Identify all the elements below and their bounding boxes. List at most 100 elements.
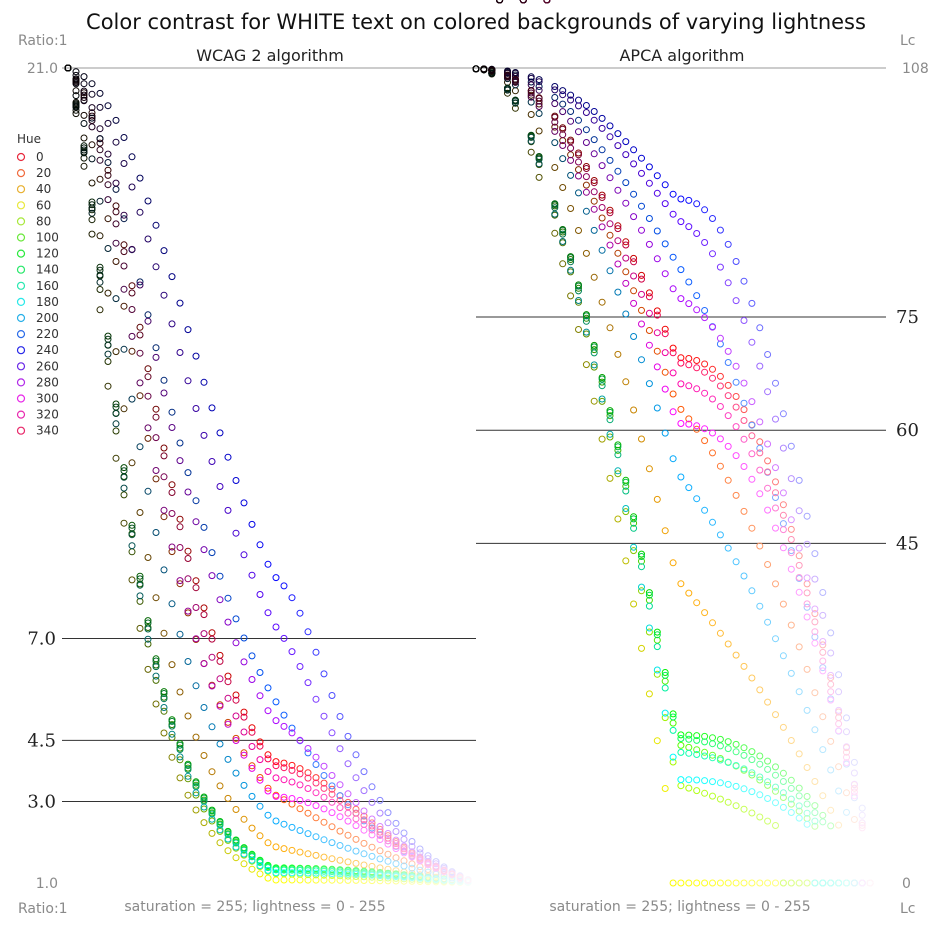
apca-point xyxy=(787,879,795,887)
apca-point xyxy=(638,587,645,595)
wcag-point xyxy=(344,870,352,878)
apca-point xyxy=(795,750,803,758)
wcag-point xyxy=(400,873,408,881)
wcag-point xyxy=(176,746,184,753)
apca-point xyxy=(709,449,716,457)
apca-point xyxy=(630,190,638,198)
apca-point xyxy=(740,805,748,813)
apca-point xyxy=(645,589,653,597)
wcag-point xyxy=(80,149,88,157)
wcag-point xyxy=(360,850,368,858)
apca-point xyxy=(764,618,772,626)
apca-point xyxy=(779,600,787,608)
apca-point xyxy=(575,326,582,333)
apca-point xyxy=(598,194,606,201)
wcag-point xyxy=(208,653,216,661)
wcag-point xyxy=(88,109,96,117)
wcag-point xyxy=(112,208,120,216)
wcag-point xyxy=(192,733,200,741)
wcag-point xyxy=(408,864,416,872)
apca-point xyxy=(614,249,622,257)
wcag-point xyxy=(288,846,296,854)
wcag-point xyxy=(184,772,192,780)
wcag-point xyxy=(248,743,256,750)
wcag-point xyxy=(88,123,96,131)
apca-point xyxy=(504,86,511,94)
apca-point xyxy=(590,108,598,115)
apca-point xyxy=(645,624,653,632)
apca-point xyxy=(827,737,835,745)
wcag-point xyxy=(176,753,184,761)
apca-point xyxy=(677,405,685,413)
apca-point xyxy=(850,780,858,788)
apca-point xyxy=(606,430,614,438)
apca-point xyxy=(724,442,732,450)
apca-point xyxy=(551,164,559,171)
apca-point xyxy=(567,138,575,146)
apca-point xyxy=(496,0,504,4)
apca-point xyxy=(803,580,811,588)
wcag-point xyxy=(248,856,256,864)
apca-point xyxy=(811,822,819,830)
apca-point xyxy=(701,206,709,214)
apca-point xyxy=(701,748,709,756)
wcag-point xyxy=(392,845,400,853)
legend-label: 120 xyxy=(36,247,59,261)
apca-point xyxy=(701,609,709,617)
apca-point xyxy=(724,412,732,420)
apca-point xyxy=(740,785,748,793)
apca-point xyxy=(645,293,653,301)
wcag-point xyxy=(136,581,144,589)
apca-point xyxy=(756,773,764,781)
apca-point xyxy=(685,196,693,204)
wcag-point xyxy=(392,854,400,862)
wcag-point xyxy=(256,859,264,866)
apca-point xyxy=(590,188,598,196)
wcag-point xyxy=(160,473,168,481)
wcag-point xyxy=(456,876,464,884)
wcag-point xyxy=(304,745,312,752)
apca-point xyxy=(551,229,559,237)
wcag-point xyxy=(200,752,208,759)
apca-point xyxy=(764,388,772,396)
apca-point xyxy=(693,495,701,503)
wcag-point xyxy=(72,103,80,111)
wcag-point xyxy=(384,830,392,837)
wcag-point xyxy=(120,519,128,527)
apca-point xyxy=(709,250,716,258)
legend-swatch xyxy=(16,169,26,178)
apca-point xyxy=(764,778,772,786)
apca-point xyxy=(835,720,843,728)
apca-point xyxy=(598,223,606,231)
legend-label: 240 xyxy=(36,343,59,357)
wcag-point xyxy=(136,443,144,451)
wcag-point xyxy=(96,156,104,164)
apca-point xyxy=(669,390,677,398)
apca-point xyxy=(653,347,661,355)
apca-point xyxy=(567,205,575,212)
apca-point xyxy=(811,618,819,626)
wcag-point xyxy=(248,851,256,859)
apca-point xyxy=(551,113,559,121)
apca-point xyxy=(716,795,724,803)
apca-point xyxy=(645,690,653,698)
apca-point xyxy=(772,783,779,791)
wcag-point xyxy=(144,317,152,325)
wcag-point xyxy=(232,529,240,537)
apca-point xyxy=(661,671,669,679)
wcag-point xyxy=(176,741,184,749)
wcag-point xyxy=(112,202,120,210)
wcag-point xyxy=(168,320,176,328)
apca-point xyxy=(622,505,630,512)
wcag-point xyxy=(136,323,144,331)
wcag-point xyxy=(144,635,152,643)
wcag-panel: WCAG 2 algorithm Ratio:1 Ratio:1 saturat… xyxy=(18,33,480,917)
apca-point xyxy=(724,879,732,887)
apca-point xyxy=(685,355,693,362)
apca-point xyxy=(756,449,764,457)
wcag-point xyxy=(208,682,216,690)
apca-point xyxy=(779,544,787,552)
apca-point xyxy=(669,758,677,766)
wcag-point xyxy=(336,792,344,800)
apca-point xyxy=(748,748,756,756)
